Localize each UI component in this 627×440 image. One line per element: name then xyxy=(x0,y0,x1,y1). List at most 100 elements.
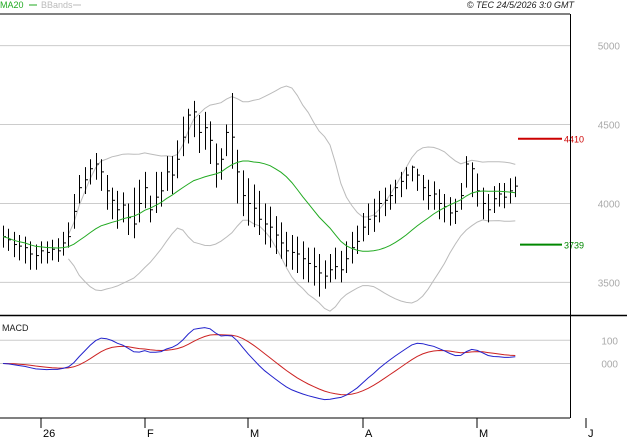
price-bar xyxy=(515,176,518,198)
macd-panel-title: MACD xyxy=(2,323,29,333)
price-bar xyxy=(352,231,355,264)
macd-tick-label: 000 xyxy=(601,360,618,371)
price-bar xyxy=(101,159,104,191)
price-bar xyxy=(439,189,442,220)
price-bar xyxy=(379,190,382,223)
x-tick-label: F xyxy=(147,428,154,440)
price-bar xyxy=(303,241,306,280)
price-bar xyxy=(19,235,22,261)
legend-bb-label: BBands xyxy=(41,0,73,10)
price-bar xyxy=(177,140,180,179)
price-bar xyxy=(494,186,497,213)
price-bar xyxy=(167,156,170,191)
price-bar xyxy=(270,206,273,248)
price-bar xyxy=(297,236,300,273)
price-bar xyxy=(368,203,371,236)
bb-upper-line xyxy=(67,85,516,235)
x-tick-label: 26 xyxy=(43,428,55,440)
price-bar xyxy=(237,149,240,204)
ma20-polyline xyxy=(2,160,516,252)
price-bar xyxy=(128,203,131,236)
price-bar xyxy=(395,179,398,204)
price-bar xyxy=(85,167,88,194)
legend-ma-label: MA20 xyxy=(0,0,24,10)
price-tick-label: 3500 xyxy=(598,278,621,289)
price-bar xyxy=(504,182,507,209)
price-bar xyxy=(145,171,148,209)
price-bar xyxy=(248,178,251,226)
price-bar xyxy=(172,156,175,194)
price-bars xyxy=(3,92,518,297)
price-bar xyxy=(265,203,268,245)
price-bar xyxy=(428,179,431,210)
price-bar xyxy=(63,231,66,256)
macd-lines xyxy=(2,327,516,401)
price-bar xyxy=(308,247,311,283)
price-bar xyxy=(406,167,409,190)
price-bar xyxy=(335,247,338,280)
price-bar xyxy=(286,231,289,267)
price-bar xyxy=(363,212,366,242)
price-bar xyxy=(281,222,284,259)
price-bar xyxy=(183,116,186,157)
grid-layer xyxy=(0,45,570,365)
price-bar xyxy=(68,222,71,248)
axis-layer: 5000 4500 4000 3500 100 000 26 F M A M J xyxy=(0,13,627,440)
price-bar xyxy=(117,190,120,229)
ma20-line xyxy=(2,160,516,252)
price-bar xyxy=(488,194,491,223)
x-tick-label: M xyxy=(250,428,259,440)
price-bar xyxy=(450,197,453,226)
price-bar xyxy=(194,100,197,138)
price-bar xyxy=(385,187,388,217)
price-bar xyxy=(8,228,11,251)
price-bar xyxy=(243,170,246,217)
price-bar xyxy=(58,238,61,262)
price-bar xyxy=(112,187,115,220)
price-bar xyxy=(472,162,475,198)
x-tick-label: J xyxy=(588,428,594,440)
price-tick-label: 4000 xyxy=(598,199,621,210)
price-bar xyxy=(25,236,28,264)
price-bar xyxy=(123,192,126,223)
price-bar xyxy=(30,241,33,270)
price-bar xyxy=(276,216,279,254)
level-lines: 4410 3739 xyxy=(518,135,584,251)
price-tick-label: 4500 xyxy=(598,121,621,132)
price-bar xyxy=(401,171,404,198)
price-bar xyxy=(52,239,55,261)
bb-lower-line xyxy=(68,219,516,312)
price-bar xyxy=(330,254,333,283)
price-bar xyxy=(161,171,164,207)
macd-tick-label: 100 xyxy=(601,336,618,347)
price-bar xyxy=(477,173,480,207)
price-bar xyxy=(232,92,235,169)
price-bar xyxy=(96,152,99,180)
macd-line xyxy=(2,327,516,401)
price-bar xyxy=(216,143,219,188)
price-bar xyxy=(325,260,328,289)
price-bar xyxy=(346,241,349,273)
price-bar xyxy=(466,156,469,188)
price-bar xyxy=(412,165,415,182)
price-bar xyxy=(14,231,17,258)
price-bar xyxy=(423,175,426,201)
price-bar xyxy=(357,225,360,254)
price-bar xyxy=(461,182,464,210)
price-bar xyxy=(74,194,77,229)
price-bar xyxy=(254,184,257,228)
price-bar xyxy=(444,194,447,223)
macd-signal-line xyxy=(2,334,516,396)
price-bar xyxy=(150,195,153,223)
price-bar xyxy=(199,115,202,153)
price-bar xyxy=(499,182,502,207)
price-bar xyxy=(319,254,322,297)
price-bar xyxy=(79,175,82,204)
price-bar xyxy=(417,168,420,191)
x-tick-label: A xyxy=(365,428,373,440)
support-level-label: 3739 xyxy=(564,241,584,251)
price-bar xyxy=(390,184,393,210)
price-bar xyxy=(90,159,93,185)
price-bar xyxy=(221,148,224,180)
